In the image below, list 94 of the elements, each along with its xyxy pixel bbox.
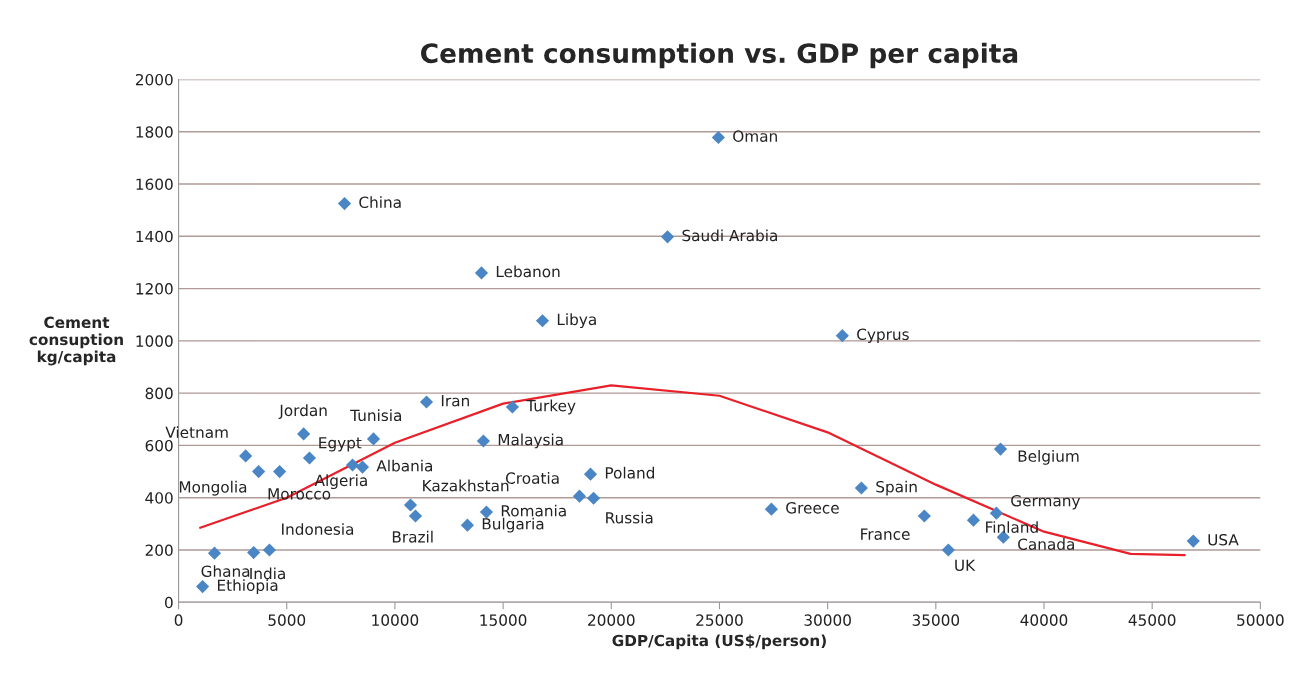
point <box>764 502 778 516</box>
point <box>993 442 1008 456</box>
y-tick-label: 1000 <box>136 335 173 347</box>
annotation: Germany <box>1011 494 1081 510</box>
annotation: Canada <box>1018 538 1074 550</box>
point <box>476 434 491 448</box>
annotation: Saudi Arabia <box>682 229 777 242</box>
annotation: Belgium <box>1018 450 1079 465</box>
annotation: USA <box>1208 533 1239 546</box>
annotation: Russia <box>606 511 653 524</box>
point <box>474 266 489 280</box>
point <box>917 509 931 523</box>
point <box>302 451 317 465</box>
annotation: China <box>359 196 401 209</box>
annotation: Finland <box>986 521 1038 533</box>
point <box>408 509 423 523</box>
point <box>711 130 725 145</box>
x-tick-label: 15000 <box>480 614 527 626</box>
x-tick-label: 20000 <box>588 614 635 626</box>
x-tick-label: 30000 <box>804 614 851 626</box>
y-tick-label: 1600 <box>136 178 173 191</box>
x-tick-label: 5000 <box>268 614 306 626</box>
x-axis-title: GDP/Capita (US$/person) <box>612 634 826 650</box>
point <box>966 513 981 527</box>
point <box>460 518 474 532</box>
y-tick-label: 400 <box>145 492 173 504</box>
x-tick-label: 45000 <box>1128 614 1176 626</box>
y-tick-label: 600 <box>145 439 173 452</box>
point <box>239 449 253 463</box>
annotation: Albania <box>376 459 433 472</box>
point <box>273 464 287 479</box>
point <box>207 546 222 560</box>
point <box>989 506 1003 520</box>
annotation: Ethiopia <box>217 579 278 594</box>
point <box>660 230 675 244</box>
x-tick-label: 40000 <box>1020 614 1068 626</box>
annotation: Ghana <box>201 565 250 577</box>
point <box>337 197 352 211</box>
annotation: Jordan <box>278 404 327 419</box>
annotation: Algeria <box>314 474 367 490</box>
point <box>355 460 370 474</box>
point <box>366 432 381 446</box>
point <box>196 580 210 594</box>
annotation: Egypt <box>319 437 362 452</box>
annotation: Vietnam <box>165 426 228 439</box>
annotation: Mongolia <box>179 480 247 496</box>
y-tick-label: 2000 <box>135 73 173 86</box>
annotation: Lebanon <box>496 265 560 278</box>
point <box>297 427 311 441</box>
point <box>572 489 587 503</box>
annotation: Bulgaria <box>482 517 544 533</box>
y-tick-label: 800 <box>145 387 173 400</box>
point <box>854 481 868 495</box>
point <box>262 543 277 557</box>
x-tick-label: 35000 <box>912 614 960 626</box>
y-tick-label: 0 <box>165 596 173 609</box>
annotation: India <box>250 567 285 580</box>
point <box>247 546 261 560</box>
x-tick-label: 0 <box>174 614 183 626</box>
y-tick-label: 1800 <box>136 126 173 138</box>
x-tick-label: 25000 <box>696 614 743 626</box>
point <box>252 464 266 479</box>
point <box>345 458 360 472</box>
annotation: Libya <box>557 313 596 329</box>
x-tick-label: 10000 <box>372 614 419 626</box>
annotation: Brazil <box>392 530 433 543</box>
annotation: Turkey <box>526 399 576 415</box>
point <box>505 400 519 414</box>
annotation: Oman <box>733 130 777 142</box>
point <box>419 395 434 409</box>
annotation: Greece <box>786 502 839 514</box>
annotation: UK <box>955 559 976 572</box>
annotation: Spain <box>876 480 917 496</box>
annotation: Tunisia <box>350 409 401 422</box>
point <box>535 314 550 328</box>
point <box>586 491 601 505</box>
annotation: Poland <box>605 466 655 479</box>
x-tick-label: 50000 <box>1237 614 1284 626</box>
point <box>583 467 598 481</box>
chart-title: Cement consumption vs. GDP per capita <box>421 42 1018 69</box>
point <box>941 543 955 557</box>
annotation: Malaysia <box>498 433 563 449</box>
y-axis-title: Cement consuption kg/capita <box>29 316 123 366</box>
annotation: Iran <box>441 395 469 407</box>
point <box>403 498 418 512</box>
point <box>1186 534 1200 548</box>
y-tick-label: 200 <box>145 544 173 557</box>
annotation: Romania <box>501 504 566 517</box>
annotation: Indonesia <box>282 523 354 535</box>
y-tick-label: 1400 <box>136 230 173 243</box>
annotation: Cyprus <box>857 328 909 344</box>
point <box>835 329 849 343</box>
annotation: France <box>861 528 910 540</box>
y-tick-label: 1200 <box>136 283 173 295</box>
